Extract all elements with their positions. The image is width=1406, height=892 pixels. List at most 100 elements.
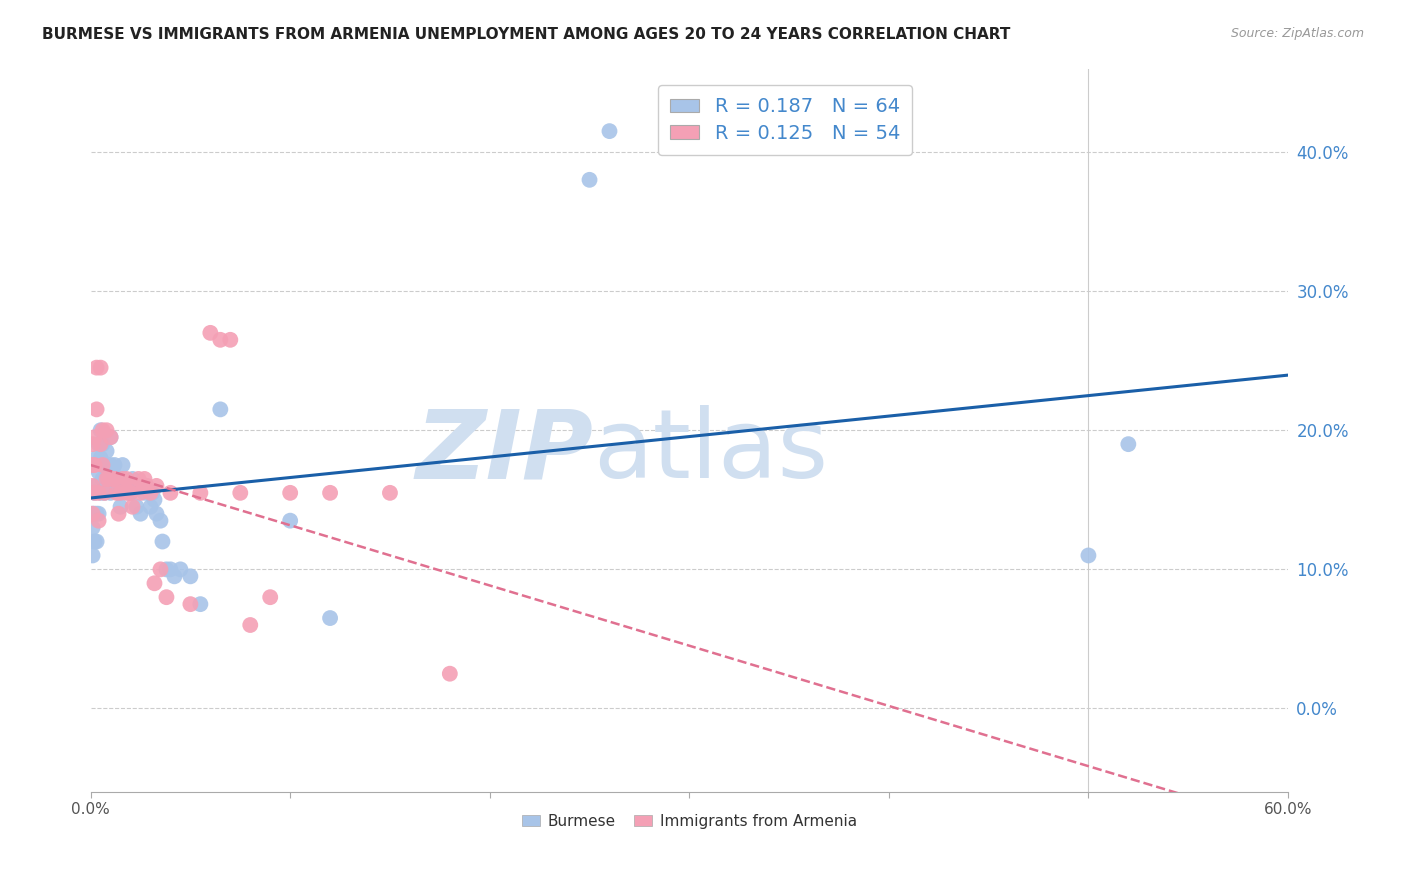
Point: [86, 360, 108, 375]
Point: [159, 562, 181, 576]
Point: [190, 486, 212, 500]
Point: [91, 423, 114, 437]
Point: [86, 402, 108, 417]
Point: [86, 451, 108, 466]
Point: [100, 486, 122, 500]
Point: [91, 472, 114, 486]
Point: [179, 569, 201, 583]
Point: [90, 360, 112, 375]
Point: [87, 486, 110, 500]
Text: atlas: atlas: [593, 406, 828, 499]
Point: [278, 514, 301, 528]
Point: [82, 507, 104, 521]
Point: [107, 507, 129, 521]
Point: [378, 486, 401, 500]
Point: [87, 437, 110, 451]
Point: [97, 472, 120, 486]
Point: [145, 507, 167, 521]
Point: [101, 465, 124, 479]
Point: [200, 326, 222, 340]
Point: [179, 597, 201, 611]
Point: [82, 549, 104, 563]
Point: [124, 479, 146, 493]
Point: [100, 430, 122, 444]
Legend: Burmese, Immigrants from Armenia: Burmese, Immigrants from Armenia: [516, 808, 863, 835]
Point: [83, 507, 105, 521]
Point: [155, 562, 177, 576]
Point: [100, 472, 122, 486]
Point: [103, 458, 125, 472]
Point: [134, 486, 156, 500]
Point: [86, 534, 108, 549]
Point: [96, 444, 118, 458]
Point: [163, 569, 186, 583]
Point: [209, 402, 232, 417]
Point: [155, 590, 177, 604]
Point: [152, 534, 174, 549]
Point: [219, 333, 242, 347]
Point: [120, 486, 142, 500]
Point: [100, 458, 122, 472]
Point: [86, 479, 108, 493]
Point: [159, 486, 181, 500]
Point: [82, 437, 104, 451]
Point: [117, 486, 139, 500]
Point: [141, 486, 163, 500]
Point: [259, 590, 281, 604]
Point: [125, 500, 148, 514]
Point: [105, 486, 128, 500]
Point: [90, 451, 112, 466]
Point: [110, 472, 132, 486]
Point: [598, 124, 620, 138]
Point: [91, 437, 114, 451]
Point: [87, 514, 110, 528]
Point: [93, 486, 115, 500]
Point: [169, 562, 191, 576]
Point: [96, 472, 118, 486]
Point: [82, 479, 104, 493]
Point: [135, 479, 157, 493]
Point: [114, 479, 136, 493]
Point: [97, 472, 120, 486]
Point: [96, 423, 118, 437]
Point: [103, 479, 125, 493]
Point: [101, 472, 124, 486]
Point: [134, 472, 156, 486]
Point: [90, 486, 112, 500]
Point: [319, 611, 342, 625]
Point: [121, 472, 143, 486]
Point: [93, 458, 115, 472]
Text: ZIP: ZIP: [416, 406, 593, 499]
Point: [129, 479, 152, 493]
Point: [139, 500, 162, 514]
Point: [110, 500, 132, 514]
Point: [128, 472, 150, 486]
Point: [111, 472, 134, 486]
Point: [439, 666, 461, 681]
Point: [100, 430, 122, 444]
Point: [83, 534, 105, 549]
Point: [103, 472, 125, 486]
Point: [239, 618, 262, 632]
Point: [115, 486, 138, 500]
Point: [83, 486, 105, 500]
Point: [149, 514, 172, 528]
Point: [83, 430, 105, 444]
Point: [87, 465, 110, 479]
Point: [90, 437, 112, 451]
Point: [82, 521, 104, 535]
Point: [111, 458, 134, 472]
Point: [229, 486, 252, 500]
Point: [1118, 437, 1140, 451]
Point: [319, 486, 342, 500]
Point: [83, 458, 105, 472]
Point: [145, 479, 167, 493]
Point: [107, 486, 129, 500]
Point: [120, 486, 142, 500]
Point: [143, 492, 166, 507]
Point: [90, 423, 112, 437]
Point: [149, 562, 172, 576]
Point: [93, 486, 115, 500]
Point: [190, 597, 212, 611]
Point: [86, 507, 108, 521]
